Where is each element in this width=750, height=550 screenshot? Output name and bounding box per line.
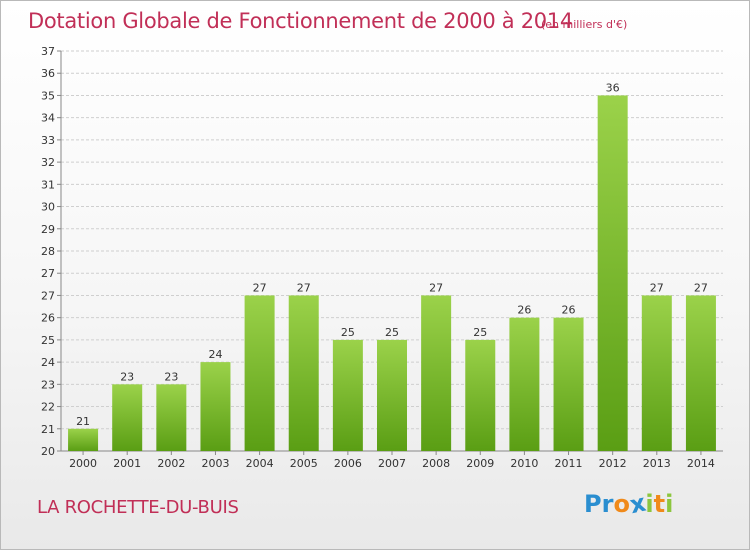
- unit-note: (en milliers d'€): [541, 18, 628, 31]
- logo-letter: t: [653, 490, 666, 518]
- x-axis-ticks: 2000 2001 2002 2003 2004 2005 2006 2007 2008 2009…: [69, 451, 715, 470]
- y-tick-label: 22: [41, 401, 55, 414]
- y-tick-label: 24: [41, 356, 55, 369]
- bar-2000: [68, 428, 99, 451]
- bar-2012: [597, 95, 628, 451]
- chart-title: Dotation Globale de Fonctionnement de 20…: [28, 9, 573, 33]
- y-tick-label: 26: [41, 312, 55, 325]
- bar-2001: [112, 384, 143, 451]
- x-tick-label-2012: 2012: [599, 457, 627, 470]
- bar-2003: [200, 362, 231, 451]
- logo-letter: o: [613, 490, 630, 518]
- data-label-2005: 27: [297, 281, 311, 294]
- bar-2006: [332, 339, 363, 451]
- x-tick-label-2009: 2009: [466, 457, 494, 470]
- x-tick-label-2014: 2014: [687, 457, 715, 470]
- data-label-2001: 23: [120, 370, 134, 383]
- bar-2014: [685, 295, 716, 451]
- y-tick-label: 30: [41, 201, 55, 214]
- logo-letter: i: [645, 490, 654, 518]
- y-tick-label: 34: [41, 112, 55, 125]
- y-tick-label: 35: [41, 89, 55, 102]
- y-axis-ticks: 20 21 22 23 24 25 26 27 27 28 29 30 31 32 33 34 35 36 37: [41, 45, 61, 458]
- y-tick-label: 27: [41, 289, 55, 302]
- bars: [68, 95, 716, 451]
- bar-2005: [288, 295, 319, 451]
- y-tick-label: 31: [41, 178, 55, 191]
- y-tick-label: 23: [41, 378, 55, 391]
- y-tick-label: 36: [41, 67, 55, 80]
- data-label-2011: 26: [562, 304, 576, 317]
- logo-letter: P: [584, 490, 602, 518]
- y-tick-label: 21: [41, 423, 55, 436]
- logo-letter: r: [601, 490, 614, 518]
- x-tick-label-2007: 2007: [378, 457, 406, 470]
- x-tick-label-2000: 2000: [69, 457, 97, 470]
- data-label-2007: 25: [385, 326, 399, 339]
- y-tick-label: 37: [41, 45, 55, 58]
- y-tick-label: 20: [41, 445, 55, 458]
- logo-letter: i: [665, 490, 674, 518]
- data-label-2012: 36: [606, 81, 620, 94]
- data-label-2003: 24: [208, 348, 222, 361]
- x-tick-label-2011: 2011: [555, 457, 583, 470]
- y-tick-label: 33: [41, 134, 55, 147]
- bar-2008: [421, 295, 452, 451]
- x-tick-label-2002: 2002: [157, 457, 185, 470]
- bar-2013: [641, 295, 672, 451]
- data-label-2009: 25: [473, 326, 487, 339]
- data-labels: 21 23 23 24 27 27 25 25 27 25 26 26 36 27 27: [76, 81, 708, 427]
- data-label-2004: 27: [253, 281, 267, 294]
- x-tick-label-2001: 2001: [113, 457, 141, 470]
- x-tick-label-2005: 2005: [290, 457, 318, 470]
- commune-name: LA ROCHETTE-DU-BUIS: [37, 497, 239, 518]
- data-label-2006: 25: [341, 326, 355, 339]
- data-label-2002: 23: [164, 370, 178, 383]
- data-label-2008: 27: [429, 281, 443, 294]
- x-tick-label-2010: 2010: [510, 457, 538, 470]
- y-tick-label: 32: [41, 156, 55, 169]
- y-tick-label: 29: [41, 223, 55, 236]
- x-tick-label-2008: 2008: [422, 457, 450, 470]
- x-tick-label-2003: 2003: [201, 457, 229, 470]
- y-tick-label: 25: [41, 334, 55, 347]
- bar-2007: [377, 339, 407, 451]
- x-tick-label-2004: 2004: [246, 457, 274, 470]
- bar-2010: [509, 317, 540, 451]
- y-tick-label: 28: [41, 245, 55, 258]
- proxiti-logo: Proxiti: [584, 489, 674, 520]
- data-label-2010: 26: [517, 304, 531, 317]
- x-tick-label-2006: 2006: [334, 457, 362, 470]
- data-label-2014: 27: [694, 281, 708, 294]
- x-tick-label-2013: 2013: [643, 457, 671, 470]
- y-tick-label: 27: [41, 267, 55, 280]
- data-label-2000: 21: [76, 415, 90, 428]
- bar-2009: [465, 339, 496, 451]
- bar-2011: [553, 317, 584, 451]
- bar-2004: [244, 295, 275, 451]
- data-label-2013: 27: [650, 281, 664, 294]
- bar-2002: [156, 384, 187, 451]
